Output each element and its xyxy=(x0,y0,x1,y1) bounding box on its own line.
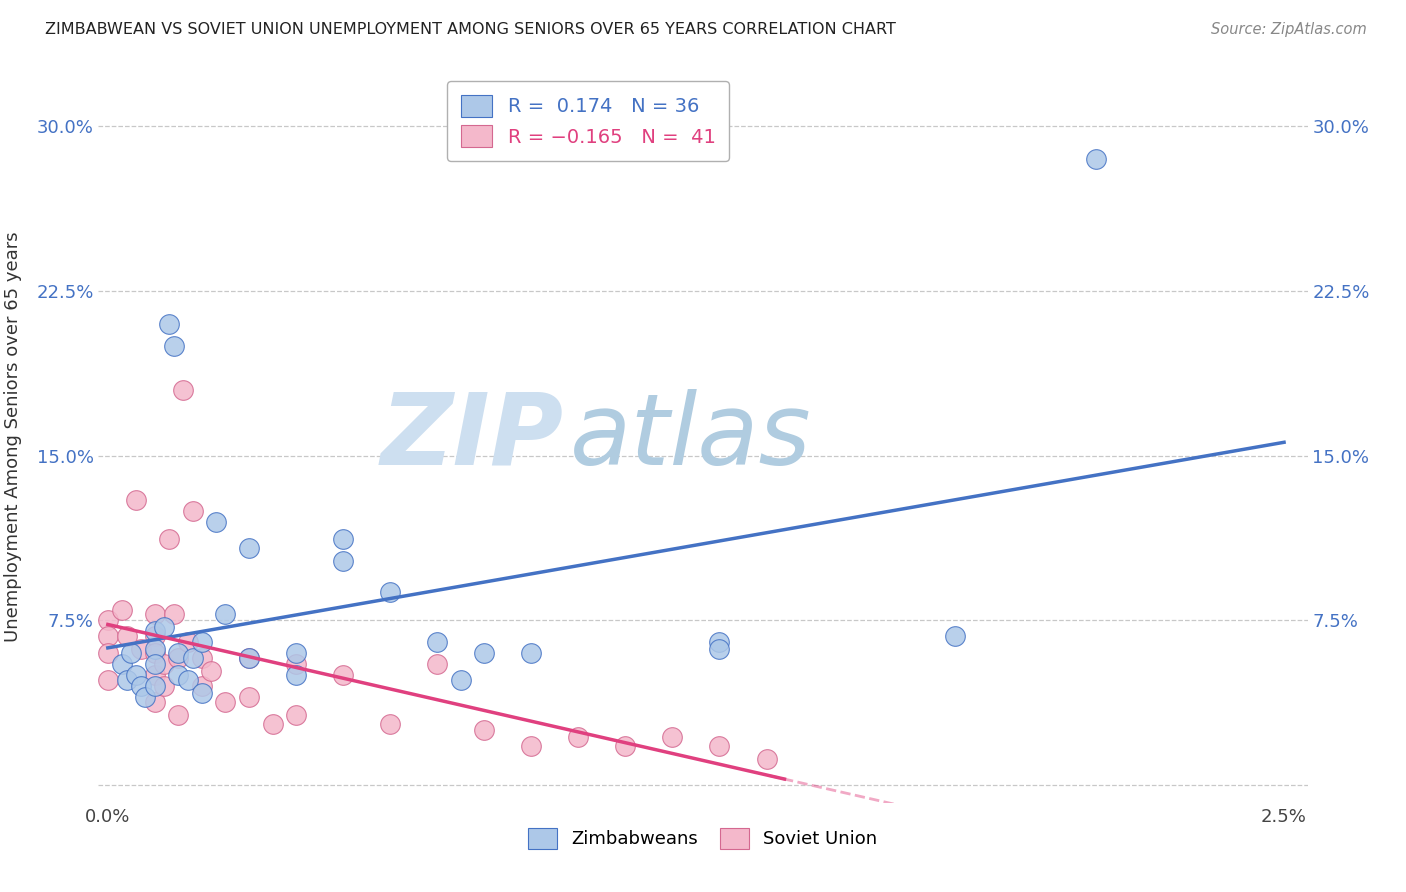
Point xyxy=(332,554,354,568)
Point xyxy=(472,723,495,738)
Legend: Zimbabweans, Soviet Union: Zimbabweans, Soviet Union xyxy=(522,821,884,856)
Point xyxy=(134,690,156,705)
Point xyxy=(661,730,683,744)
Point xyxy=(115,673,138,687)
Text: atlas: atlas xyxy=(569,389,811,485)
Point xyxy=(143,629,166,643)
Point xyxy=(172,383,194,397)
Point xyxy=(332,668,354,682)
Point xyxy=(143,624,166,639)
Point xyxy=(1084,152,1107,166)
Point xyxy=(111,657,134,672)
Point xyxy=(167,647,190,661)
Text: ZIMBABWEAN VS SOVIET UNION UNEMPLOYMENT AMONG SENIORS OVER 65 YEARS CORRELATION : ZIMBABWEAN VS SOVIET UNION UNEMPLOYMENT … xyxy=(45,22,896,37)
Point xyxy=(614,739,637,753)
Point xyxy=(177,673,200,687)
Point xyxy=(191,679,214,693)
Point xyxy=(262,716,284,731)
Point xyxy=(450,673,472,687)
Point xyxy=(143,679,166,693)
Point xyxy=(157,533,180,547)
Point xyxy=(115,629,138,643)
Point xyxy=(97,629,120,643)
Point xyxy=(125,668,148,682)
Point xyxy=(285,708,308,723)
Point xyxy=(97,614,120,628)
Point xyxy=(567,730,589,744)
Point xyxy=(177,635,200,649)
Point xyxy=(238,650,260,665)
Point xyxy=(97,673,120,687)
Point xyxy=(143,668,166,682)
Point xyxy=(378,716,401,731)
Point xyxy=(191,686,214,700)
Point xyxy=(755,752,778,766)
Point xyxy=(285,657,308,672)
Point xyxy=(709,739,731,753)
Point xyxy=(191,650,214,665)
Point xyxy=(111,602,134,616)
Point xyxy=(191,635,214,649)
Point xyxy=(238,690,260,705)
Point xyxy=(120,647,142,661)
Point xyxy=(129,679,152,693)
Point xyxy=(143,695,166,709)
Point xyxy=(143,642,166,657)
Point xyxy=(709,642,731,657)
Point xyxy=(285,647,308,661)
Point xyxy=(426,657,449,672)
Point xyxy=(143,647,166,661)
Point xyxy=(200,664,222,678)
Text: Source: ZipAtlas.com: Source: ZipAtlas.com xyxy=(1211,22,1367,37)
Point xyxy=(143,607,166,621)
Point xyxy=(167,668,190,682)
Point xyxy=(163,339,186,353)
Point xyxy=(709,635,731,649)
Point xyxy=(163,607,186,621)
Point xyxy=(943,629,966,643)
Point xyxy=(125,492,148,507)
Point xyxy=(153,620,176,634)
Point xyxy=(167,650,190,665)
Point xyxy=(472,647,495,661)
Point xyxy=(181,503,204,517)
Point xyxy=(97,647,120,661)
Point xyxy=(520,647,543,661)
Point xyxy=(426,635,449,649)
Text: ZIP: ZIP xyxy=(381,389,564,485)
Point xyxy=(157,317,180,331)
Point xyxy=(332,533,354,547)
Point xyxy=(153,657,176,672)
Point xyxy=(214,607,236,621)
Point xyxy=(181,650,204,665)
Point xyxy=(238,541,260,555)
Point xyxy=(378,585,401,599)
Point xyxy=(214,695,236,709)
Point xyxy=(238,650,260,665)
Point xyxy=(520,739,543,753)
Point xyxy=(167,708,190,723)
Y-axis label: Unemployment Among Seniors over 65 years: Unemployment Among Seniors over 65 years xyxy=(4,232,22,642)
Point xyxy=(143,657,166,672)
Point xyxy=(153,679,176,693)
Point xyxy=(129,642,152,657)
Point xyxy=(285,668,308,682)
Point xyxy=(205,515,228,529)
